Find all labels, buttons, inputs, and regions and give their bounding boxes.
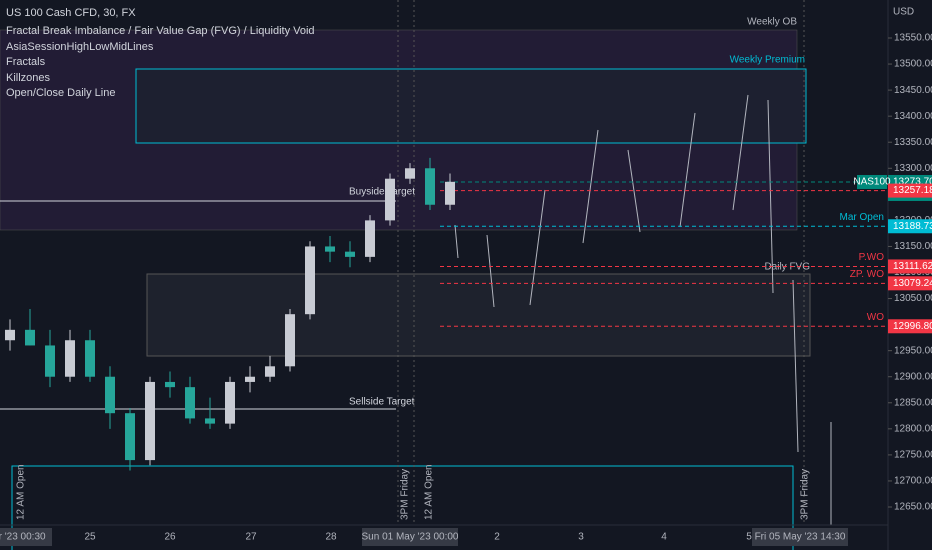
time-highlight: [752, 528, 848, 546]
time-label: 28: [325, 532, 337, 543]
price-tick-label: 12750.00: [894, 450, 932, 461]
price-tick-label: 12950.00: [894, 345, 932, 356]
time-label: 5: [746, 532, 752, 543]
price-tick-label: 13050.00: [894, 293, 932, 304]
price-label-box: [888, 319, 932, 334]
price-label: 13188.73: [893, 221, 932, 232]
price-label-box: [888, 259, 932, 274]
price-label: 13079.24: [893, 278, 932, 289]
header-line: AsiaSessionHighLowMidLines: [6, 41, 154, 53]
time-label: Apr '23 00:30: [0, 532, 46, 543]
candle-body: [365, 220, 375, 257]
price-tick-label: 13300.00: [894, 163, 932, 174]
candle-body: [245, 376, 255, 382]
candle-body: [345, 251, 355, 257]
candle-body: [205, 418, 215, 424]
projection-arrows: [454, 94, 832, 525]
candle-body: [25, 329, 35, 346]
annotation: 3PM Friday: [400, 469, 411, 520]
price-tick-label: 12850.00: [894, 397, 932, 408]
time-label: Sun 01 May '23 00:00: [362, 532, 459, 543]
time-label: 27: [245, 532, 257, 543]
time-label: 3: [578, 532, 584, 543]
time-label: Fri 05 May '23 14:30: [755, 532, 846, 543]
candle-body: [125, 413, 135, 461]
price-tick-label: 12800.00: [894, 423, 932, 434]
weekly-premium-box: [135, 68, 807, 144]
price-tick-label: 13350.00: [894, 137, 932, 148]
candle-body: [45, 345, 55, 377]
price-tick-label: 13150.00: [894, 241, 932, 252]
price-tick-label: 13500.00: [894, 59, 932, 70]
price-tick-label: 12650.00: [894, 502, 932, 513]
candle-body: [425, 168, 435, 205]
annotation: Weekly Premium: [730, 55, 805, 66]
candle-body: [225, 381, 235, 424]
price-tick-label: 13450.00: [894, 85, 932, 96]
candle-body: [445, 181, 455, 205]
price-label: 13257.18: [893, 185, 932, 196]
price-label-box: [888, 276, 932, 291]
price-label: 12996.80: [893, 321, 932, 332]
candle-body: [325, 246, 335, 252]
header-line: US 100 Cash CFD, 30, FX: [6, 7, 136, 19]
candle-body: [285, 314, 295, 367]
daily-fvg-box: [146, 273, 811, 357]
candle-body: [5, 329, 15, 341]
symbol-box: [857, 174, 887, 189]
price-tick-label: 13400.00: [894, 111, 932, 122]
time-label: 26: [164, 532, 176, 543]
annotation: 12 AM Open: [16, 464, 27, 520]
candle-body: [305, 246, 315, 315]
price-label-box: [888, 183, 932, 198]
price-tick-label: 12900.00: [894, 371, 932, 382]
candle-body: [405, 168, 415, 179]
header-line: Open/Close Daily Line: [6, 87, 115, 99]
candle-body: [65, 340, 75, 377]
time-highlight: [0, 528, 52, 546]
header-line: Fractals: [6, 56, 46, 68]
candle-body: [105, 376, 115, 414]
time-highlight: [362, 528, 458, 546]
level-name: P.WO: [859, 252, 885, 263]
header-line: Fractal Break Imbalance / Fair Value Gap…: [6, 25, 315, 37]
candle-body: [265, 366, 275, 377]
candle-body: [165, 381, 175, 388]
price-label-box: [888, 219, 932, 234]
time-label: 2: [494, 532, 500, 543]
time-label: 4: [661, 532, 667, 543]
header-line: Killzones: [6, 72, 51, 84]
price-tick-label: 12700.00: [894, 476, 932, 487]
annotation: 12 AM Open: [424, 464, 435, 520]
currency: USD: [893, 7, 914, 18]
candle-body: [85, 340, 95, 377]
level-name: ZP. WO: [850, 269, 884, 280]
time-label: 25: [84, 532, 96, 543]
candle-body: [145, 381, 155, 461]
price-tick-label: 13550.00: [894, 33, 932, 44]
level-name: WO: [867, 312, 884, 323]
annotation: Daily FVG: [764, 262, 810, 273]
bottom-box: [11, 465, 794, 550]
symbol-label: NAS100: [853, 177, 891, 188]
level-name: Mar Open: [840, 212, 884, 223]
annotation: Sellside Target: [349, 397, 415, 408]
candle-body: [185, 387, 195, 419]
price-label: 13111.62: [893, 261, 932, 272]
candle-body: [385, 178, 395, 221]
price-label: 13273.70: [893, 177, 932, 188]
annotation: Buyside Target: [349, 187, 415, 198]
annotation: Weekly OB: [747, 17, 797, 28]
annotation: 3PM Friday: [800, 469, 811, 520]
